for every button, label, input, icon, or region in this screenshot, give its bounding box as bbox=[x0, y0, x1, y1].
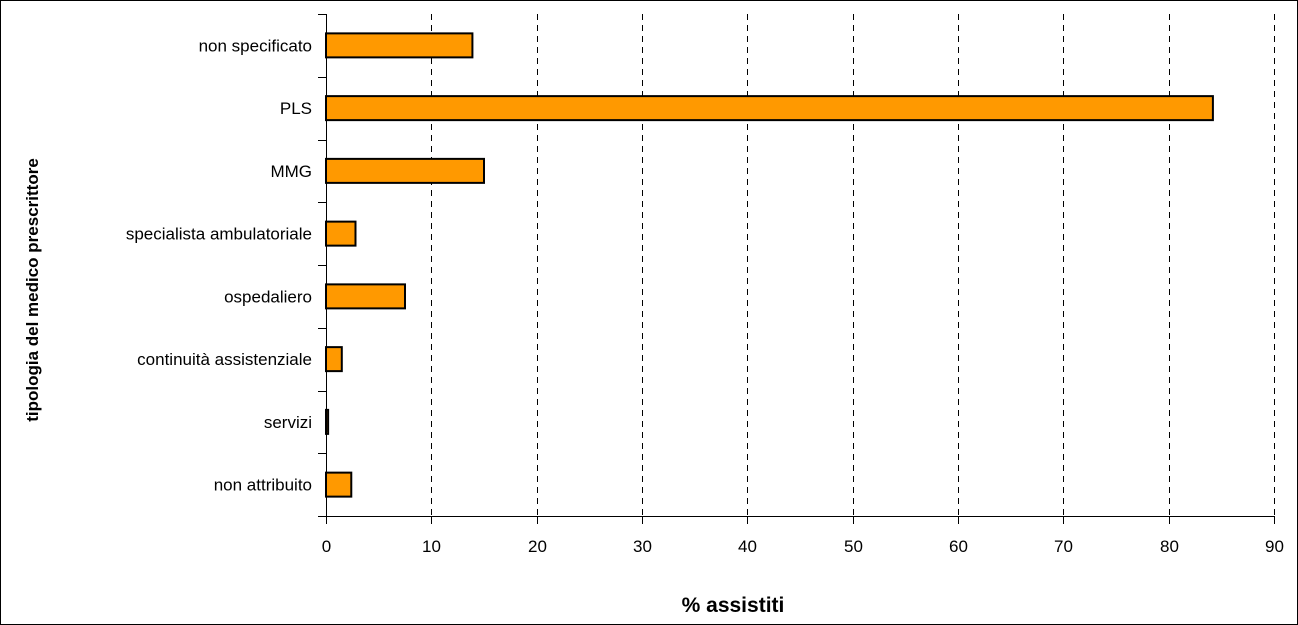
x-tick-label-60: 60 bbox=[949, 537, 968, 556]
x-tick-label-70: 70 bbox=[1054, 537, 1073, 556]
x-tick-label-80: 80 bbox=[1160, 537, 1179, 556]
x-tick-label-30: 30 bbox=[633, 537, 652, 556]
y-axis-title: tipologia del medico prescrittore bbox=[23, 158, 42, 422]
grid-lines bbox=[431, 14, 1275, 516]
category-label-2: MMG bbox=[270, 162, 312, 181]
x-tick-label-90: 90 bbox=[1265, 537, 1284, 556]
category-label-1: PLS bbox=[280, 99, 312, 118]
tick-labels: 0 10 20 30 40 50 60 70 80 90 non specificato PLS MMG… bbox=[126, 36, 1284, 556]
x-axis-title: % assistiti bbox=[682, 594, 785, 617]
category-label-3: specialista ambulatoriale bbox=[126, 225, 312, 244]
x-tick-label-10: 10 bbox=[422, 537, 441, 556]
category-label-4: ospedaliero bbox=[224, 287, 312, 306]
bar-3 bbox=[325, 220, 357, 247]
bar-7 bbox=[325, 471, 353, 498]
category-label-5: continuità assistenziale bbox=[137, 350, 312, 369]
bar-4 bbox=[325, 283, 406, 310]
x-tick-label-50: 50 bbox=[844, 537, 863, 556]
bar-5 bbox=[325, 346, 343, 373]
bar-1 bbox=[325, 95, 1214, 122]
bar-0 bbox=[325, 32, 474, 59]
x-tick-label-40: 40 bbox=[738, 537, 757, 556]
category-label-0: non specificato bbox=[199, 36, 312, 55]
x-tick-label-20: 20 bbox=[528, 537, 547, 556]
category-label-7: non attribuito bbox=[214, 476, 312, 495]
axes bbox=[318, 14, 1275, 524]
bar-2 bbox=[325, 157, 485, 184]
x-tick-label-0: 0 bbox=[322, 537, 331, 556]
category-label-6: servizi bbox=[264, 413, 312, 432]
bars bbox=[325, 32, 1214, 498]
